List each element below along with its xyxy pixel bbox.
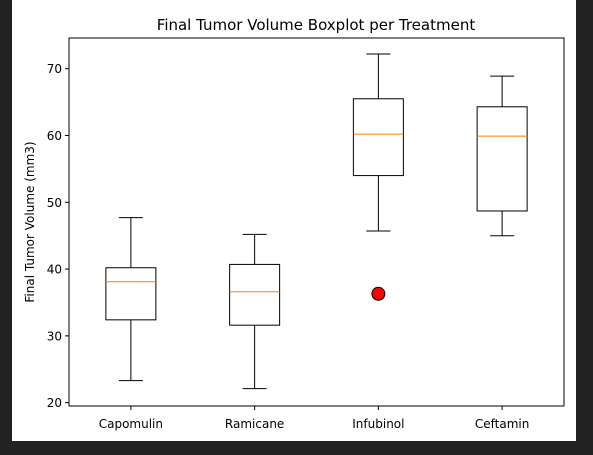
y-axis-label: Final Tumor Volume (mm3) [23,141,37,302]
box-ceftamin [476,75,528,237]
y-tick-label: 40 [47,263,62,277]
x-tick-label: Infubinol [352,417,404,431]
y-tick-label: 30 [47,329,62,343]
y-tick-label: 50 [47,196,62,210]
box-iqr [229,263,281,326]
x-tick-label: Ramicane [225,417,284,431]
box-iqr [352,98,404,177]
box-iqr [105,267,157,321]
x-tick-label: Capomulin [99,417,163,431]
box-ramicane [229,233,281,390]
box-infubinol [352,53,404,301]
x-tick-label: Ceftamin [475,417,529,431]
y-tick-label: 60 [47,129,62,143]
outlier-point [371,286,386,301]
plot-frame [68,37,565,407]
box-capomulin [105,217,157,382]
box-iqr [476,106,528,212]
y-tick-label: 20 [47,396,62,410]
figure: Final Tumor Volume Boxplot per Treatment… [12,0,576,441]
boxplot-chart: Final Tumor Volume Boxplot per Treatment… [23,16,565,431]
chart-title: Final Tumor Volume Boxplot per Treatment [157,16,476,34]
y-tick-label: 70 [47,62,62,76]
plot-area: 20 30 40 50 60 70 Capomulin Ramicane Infubinol Ce… [47,37,565,431]
